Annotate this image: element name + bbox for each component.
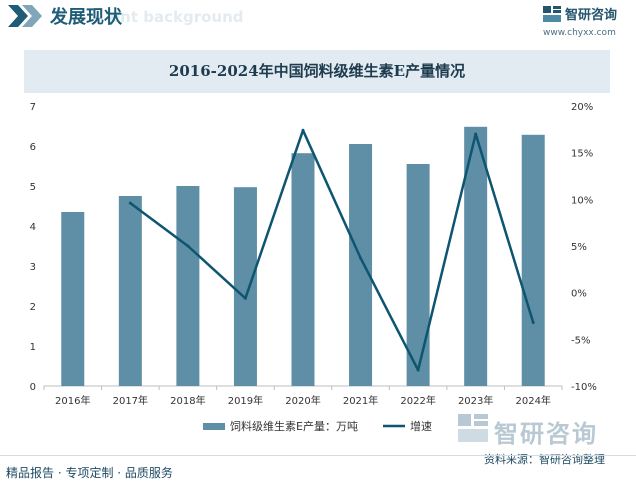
footer-logo-text: 智研咨询 xyxy=(494,420,598,448)
bar-2023年 xyxy=(464,126,488,387)
growth-rate-point-2021年 xyxy=(359,256,363,260)
x-axis-label: 2020年 xyxy=(285,394,320,407)
x-axis-label: 2023年 xyxy=(458,394,493,407)
bar-2017年 xyxy=(118,196,142,386)
x-axis-label: 2016年 xyxy=(55,394,90,407)
left-axis-tick-label: 7 xyxy=(30,102,36,113)
x-axis-label: 2021年 xyxy=(343,394,378,407)
growth-rate-point-2017年 xyxy=(128,201,132,205)
footer-bar: 精品报告 · 专项定制 · 品质服务 xyxy=(0,455,636,483)
footer-divider xyxy=(0,455,636,456)
growth-rate-point-2020年 xyxy=(301,128,305,132)
section-title: 发展现状 xyxy=(50,7,122,28)
right-axis-tick-label: 0% xyxy=(571,289,587,300)
header-bar: ent background 发展现状 xyxy=(0,0,636,32)
bar-2016年 xyxy=(61,212,85,386)
left-axis-tick-label: 6 xyxy=(30,142,36,153)
right-axis-tick-label: 5% xyxy=(571,242,587,253)
left-axis-tick-label: 4 xyxy=(30,222,36,233)
left-axis-tick-label: 1 xyxy=(30,342,36,353)
x-axis-label: 2022年 xyxy=(400,394,435,407)
growth-rate-point-2018年 xyxy=(186,244,190,248)
right-axis-tick-label: -10% xyxy=(571,382,597,393)
chart-title: 2016-2024年中国饲料级维生素E产量情况 xyxy=(168,62,466,80)
right-axis-tick-label: 20% xyxy=(571,102,593,113)
bar-2019年 xyxy=(233,187,257,386)
left-axis-tick-label: 3 xyxy=(30,262,36,273)
growth-rate-line xyxy=(129,129,535,372)
growth-rate-point-2024年 xyxy=(531,321,535,325)
data-source: 资料来源：智研咨询整理 xyxy=(484,453,605,466)
growth-rate-point-2023年 xyxy=(474,132,478,136)
right-axis-tick-label: 15% xyxy=(571,149,593,160)
bar-2022年 xyxy=(406,164,430,386)
header-watermark: ent background xyxy=(110,8,244,26)
bar-2024年 xyxy=(521,134,545,386)
bar-2018年 xyxy=(176,186,200,386)
legend-line-label: 增速 xyxy=(410,419,432,433)
left-axis-tick-label: 5 xyxy=(30,182,36,193)
x-axis-label: 2018年 xyxy=(170,394,205,407)
right-axis-tick-label: -5% xyxy=(571,335,590,346)
legend-bar-label: 饲料级维生素E产量：万吨 xyxy=(230,419,358,433)
logo-name: 智研咨询 xyxy=(565,8,618,23)
growth-rate-point-2022年 xyxy=(416,368,420,372)
right-axis-tick-label: 10% xyxy=(571,195,593,206)
x-axis-label: 2017年 xyxy=(113,394,148,407)
legend-bar-swatch xyxy=(203,423,225,430)
left-axis-tick-label: 0 xyxy=(30,382,36,393)
footer-tagline: 精品报告 · 专项定制 · 品质服务 xyxy=(6,466,173,480)
x-axis-label: 2024年 xyxy=(515,394,550,407)
double-chevron-icon xyxy=(8,5,42,27)
x-axis-label: 2019年 xyxy=(228,394,263,407)
logo-mark-icon xyxy=(543,6,561,22)
logo-url: www.chyxx.com xyxy=(543,28,616,38)
bar-2020年 xyxy=(291,153,315,386)
bar-2021年 xyxy=(349,144,373,386)
left-axis-tick-label: 2 xyxy=(30,302,36,313)
chart-title-band: 2016-2024年中国饲料级维生素E产量情况 xyxy=(24,50,610,93)
growth-rate-point-2019年 xyxy=(243,296,247,300)
footer-logo-mark-icon xyxy=(458,414,488,442)
